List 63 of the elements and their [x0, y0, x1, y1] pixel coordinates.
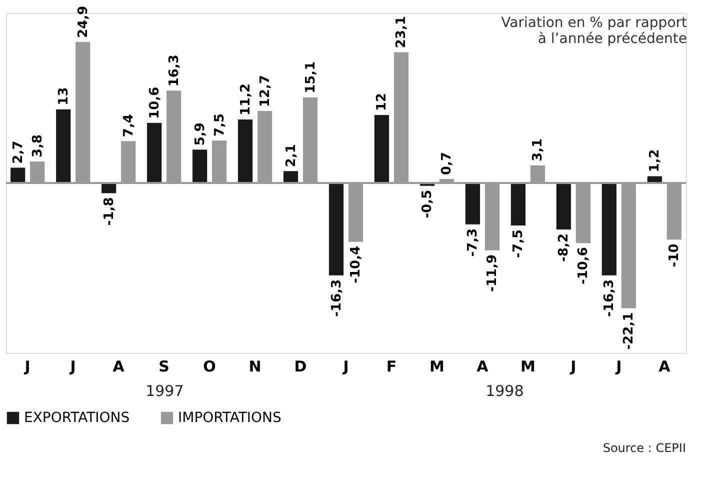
bar: [465, 183, 480, 224]
bar: [192, 150, 208, 183]
bar: [283, 171, 298, 183]
data-label: 1,2: [648, 149, 663, 172]
x-tick-label: J: [69, 358, 76, 376]
data-label: -16,3: [602, 279, 618, 317]
data-label: 15,1: [303, 61, 318, 94]
x-tick-label: J: [570, 358, 576, 376]
data-label: 23,1: [394, 16, 410, 48]
x-tick-label: J: [24, 358, 30, 376]
legend-label: EXPORTATIONS: [24, 410, 130, 426]
source-note: Source : CEPII: [602, 441, 686, 455]
x-tick-label: A: [658, 358, 671, 376]
data-label: 16,3: [166, 54, 182, 87]
data-label: 3,8: [30, 134, 46, 158]
data-label: 7,4: [121, 114, 136, 138]
data-label: -7,3: [466, 228, 481, 257]
x-tick-label: D: [294, 358, 307, 376]
data-label: -16,3: [329, 279, 344, 317]
data-label: 24,9: [76, 6, 91, 38]
x-tick-label: F: [386, 358, 397, 376]
data-label: -11,9: [485, 254, 500, 292]
x-tick-label: M: [430, 358, 444, 376]
x-tick-label: J: [342, 358, 349, 376]
data-label: -8,2: [556, 233, 572, 262]
x-tick-label: M: [520, 358, 536, 376]
data-label: -0,5: [420, 190, 436, 218]
data-label: -7,5: [511, 230, 526, 258]
bar: [10, 168, 26, 183]
x-tick-label: A: [112, 358, 125, 376]
bar: [56, 109, 71, 183]
text: 1998: [486, 382, 524, 400]
data-label: -10,4: [348, 246, 364, 284]
data-label: 0,7: [440, 152, 455, 176]
data-label: -10,6: [576, 247, 592, 285]
bar: [238, 120, 253, 183]
data-label: -1,8: [102, 197, 117, 226]
text: 1997: [146, 382, 184, 400]
bar: [556, 183, 571, 230]
data-label: 3,1: [530, 138, 546, 162]
data-label: 5,9: [192, 122, 208, 146]
bar: [602, 183, 616, 276]
data-label: 13: [56, 87, 72, 106]
legend-label: IMPORTATIONS: [178, 410, 282, 426]
data-label: -10: [667, 244, 682, 268]
data-label: 2,7: [10, 140, 26, 164]
bar: [374, 115, 390, 183]
data-label: 11,2: [238, 83, 254, 116]
bar: [510, 183, 526, 226]
x-tick-label: O: [203, 358, 216, 376]
data-label: 12: [374, 92, 390, 111]
data-label: 7,5: [212, 113, 228, 136]
x-tick-label: S: [158, 358, 170, 376]
x-tick-label: A: [476, 358, 489, 376]
x-tick-label: J: [615, 358, 622, 376]
data-label: -22,1: [622, 312, 637, 350]
bar: [328, 183, 344, 276]
data-label: 10,6: [147, 86, 162, 119]
bar: [147, 122, 162, 183]
data-label: 2,1: [284, 144, 299, 168]
text: Variation en % par rapport à l’année précédente: [501, 14, 688, 47]
x-tick-label: N: [248, 358, 262, 376]
data-label: 12,7: [258, 74, 273, 108]
